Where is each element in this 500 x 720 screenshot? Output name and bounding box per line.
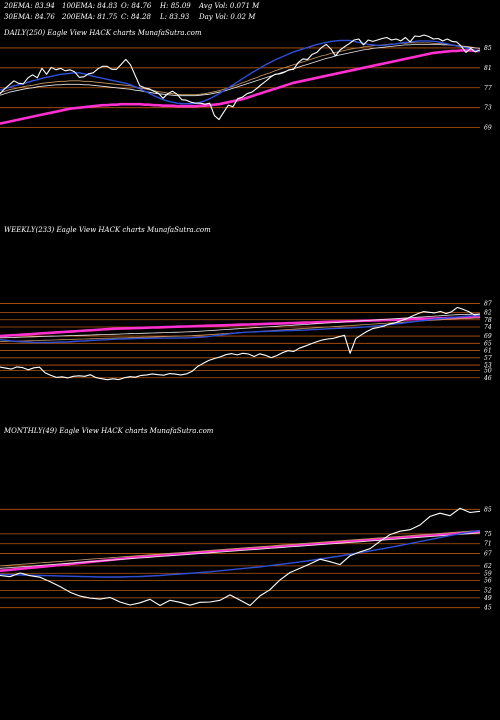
monthly-tick-label: 62 — [484, 563, 492, 570]
ema200-label: 200EMA: 81.75 — [62, 13, 118, 21]
monthly-tick-label: 71 — [484, 541, 492, 548]
daily-price-line — [0, 34, 481, 121]
ema100-label: 100EMA: 84.83 — [62, 2, 118, 10]
daily-chart-title: DAILY(250) Eagle View HACK charts Munafa… — [4, 29, 202, 37]
weekly-ema-short-line — [0, 314, 481, 344]
monthly-tick-label: 52 — [484, 587, 492, 594]
monthly-tick-label: 49 — [483, 595, 492, 602]
monthly-ema-mid2-line — [0, 532, 481, 569]
ema30-label: 30EMA: 84.76 — [4, 13, 55, 21]
daily-ema-short-line — [0, 39, 481, 105]
weekly-price-line — [0, 306, 481, 381]
monthly-tick-label: 56 — [484, 578, 492, 585]
weekly-tick-label: 46 — [483, 375, 492, 382]
monthly-ema-mid-line — [0, 530, 481, 567]
weekly-tick-label: 61 — [484, 348, 492, 355]
monthly-tick-label: 59 — [484, 570, 492, 577]
avg-vol-label: Avg Vol: 0.071 M — [199, 2, 260, 10]
ema20-label: 20EMA: 83.94 — [4, 2, 55, 10]
daily-tick-label: 81 — [484, 65, 492, 72]
daily-tick-label: 73 — [484, 105, 492, 112]
close-label: C: 84.28 — [121, 13, 151, 21]
high-label: H: 85.09 — [160, 2, 191, 10]
daily-tick-label: 85 — [484, 45, 492, 52]
weekly-tick-label: 87 — [484, 300, 492, 307]
daily-tick-label: 77 — [484, 85, 492, 92]
day-vol-label: Day Vol: 0.02 M — [199, 13, 256, 21]
weekly-ema-mid-line — [0, 317, 481, 342]
weekly-ema-mid2-line — [0, 313, 481, 339]
weekly-tick-label: 82 — [484, 310, 492, 317]
monthly-tick-label: 85 — [484, 506, 492, 513]
weekly-tick-label: 78 — [484, 317, 492, 324]
open-label: O: 84.76 — [121, 2, 152, 10]
monthly-tick-label: 75 — [484, 531, 492, 538]
daily-ema-mid-line — [0, 42, 481, 96]
weekly-tick-label: 50 — [484, 368, 492, 375]
weekly-chart-title: WEEKLY(233) Eagle View HACK charts Munaf… — [4, 226, 211, 234]
weekly-ema-long-line — [0, 315, 481, 338]
monthly-ema-long-line — [0, 530, 481, 573]
monthly-price-line — [0, 507, 481, 607]
weekly-tick-label: 65 — [484, 340, 492, 347]
daily-ema-long-line — [0, 49, 480, 125]
daily-tick-label: 69 — [484, 125, 492, 132]
monthly-ema-short-line — [0, 529, 481, 578]
weekly-tick-label: 53 — [484, 362, 492, 369]
daily-ema-mid2-line — [0, 44, 481, 97]
weekly-tick-label: 57 — [484, 355, 492, 362]
daily-chart: 85 81 77 73 69 — [0, 34, 492, 132]
monthly-tick-label: 45 — [483, 605, 492, 612]
weekly-tick-label: 74 — [484, 324, 492, 331]
weekly-tick-label: 69 — [484, 333, 492, 340]
monthly-tick-label: 67 — [484, 551, 492, 558]
low-label: L: 83.93 — [160, 13, 190, 21]
monthly-chart-title: MONTHLY(49) Eagle View HACK charts Munaf… — [4, 427, 214, 435]
